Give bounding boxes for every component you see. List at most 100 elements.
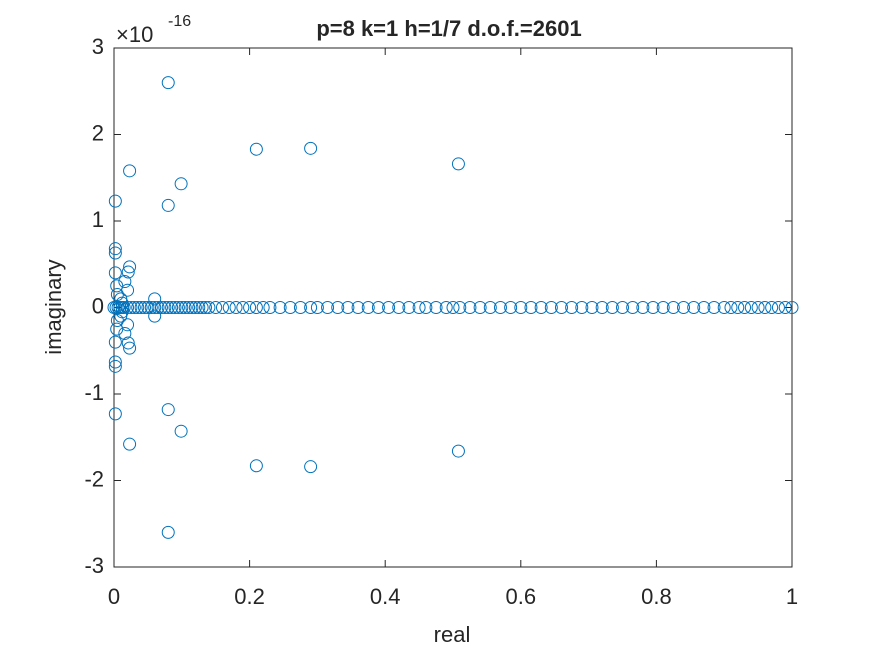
scatter-point [131,301,145,314]
scatter-point [429,301,443,314]
scatter-point [565,301,579,314]
scatter-point [195,301,209,314]
scatter-point [110,288,124,302]
scatter-point [110,322,124,336]
scatter-point [154,301,168,314]
scatter-point [778,301,792,314]
scatter-point [575,301,589,314]
scatter-point [161,525,175,539]
scatter-point [293,301,307,314]
scatter-point [121,265,135,279]
x-axis-label: real [434,622,471,647]
y-tick-label: -3 [84,553,104,578]
scatter-point [110,313,124,327]
scatter-point [158,301,172,314]
scatter-point [304,301,318,314]
scatter-point [175,301,189,314]
scatter-point [504,301,518,314]
scatter-point [161,198,175,212]
scatter-point [236,301,250,314]
scatter-point [215,301,229,314]
scatter-point [108,242,122,256]
scatter-point [656,301,670,314]
scatter-point [412,301,426,314]
scatter-point [666,301,680,314]
scatter-point [123,260,137,274]
scatter-point [310,301,324,314]
scatter-point [209,301,223,314]
scatter-point [174,424,188,438]
scatter-point [161,301,175,314]
y-axis-label: imaginary [41,259,66,354]
scatter-point [707,301,721,314]
scatter-point [717,301,731,314]
scatter-point [108,355,122,369]
scatter-point [138,301,152,314]
scatter-point [361,301,375,314]
scatter-point [331,301,345,314]
scatter-point [108,335,122,349]
scatter-point [273,301,287,314]
scatter-point [174,177,188,191]
scatter-point [321,301,335,314]
scatter-point [758,301,772,314]
scatter-point [616,301,629,314]
scatter-point [371,301,385,314]
y-tick-label: -2 [84,466,104,491]
scatter-point [595,301,609,314]
scatter-point [115,296,129,310]
scatter-point [151,301,165,314]
scatter-point [687,301,701,314]
scatter-point [182,301,196,314]
scatter-point [473,301,487,314]
scatter-point [677,301,691,314]
scatter-point [178,301,192,314]
scatter-point [738,301,752,314]
scatter-point [697,301,711,314]
scatter-point [192,301,206,314]
scatter-point [115,305,129,319]
scatter-point [199,301,213,314]
y-tick-label: 2 [92,120,104,145]
scatter-point [765,301,779,314]
scatter-point [626,301,640,314]
scatter-point [144,301,158,314]
scatter-point [148,309,162,323]
scatter-point [731,301,745,314]
scatter-point [514,301,528,314]
scatter-point [165,301,179,314]
scatter-point [123,164,137,178]
scatter-point [341,301,355,314]
x-tick-label: 0.8 [641,584,672,609]
scatter-point [123,341,137,355]
y-tick-label: 1 [92,207,104,232]
scatter-point [402,301,416,314]
scatter-point [110,279,124,293]
scatter-point [222,301,236,314]
scatter-point [168,301,182,314]
scatter-point [751,301,765,314]
scatter-point [544,301,558,314]
scatter-point [161,403,175,417]
scatter-point [463,301,477,314]
y-tick-label: 3 [92,34,104,59]
scatter-point [483,301,497,314]
y-scale-exponent: -16 [168,13,191,30]
scatter-point [453,301,467,314]
scatter-point [249,459,263,473]
scatter-point [646,301,660,314]
scatter-point [351,301,365,314]
scatter-point [171,301,185,314]
x-tick-label: 1 [786,584,798,609]
scatter-point [108,359,122,373]
scatter-point [451,157,465,171]
scatter-point [605,301,619,314]
scatter-point [108,266,122,280]
y-tick-label: 0 [92,293,104,318]
scatter-point [161,76,175,90]
scatter-point [256,301,270,314]
scatter-point [108,407,122,421]
scatter-point [127,301,141,314]
scatter-point [283,301,297,314]
